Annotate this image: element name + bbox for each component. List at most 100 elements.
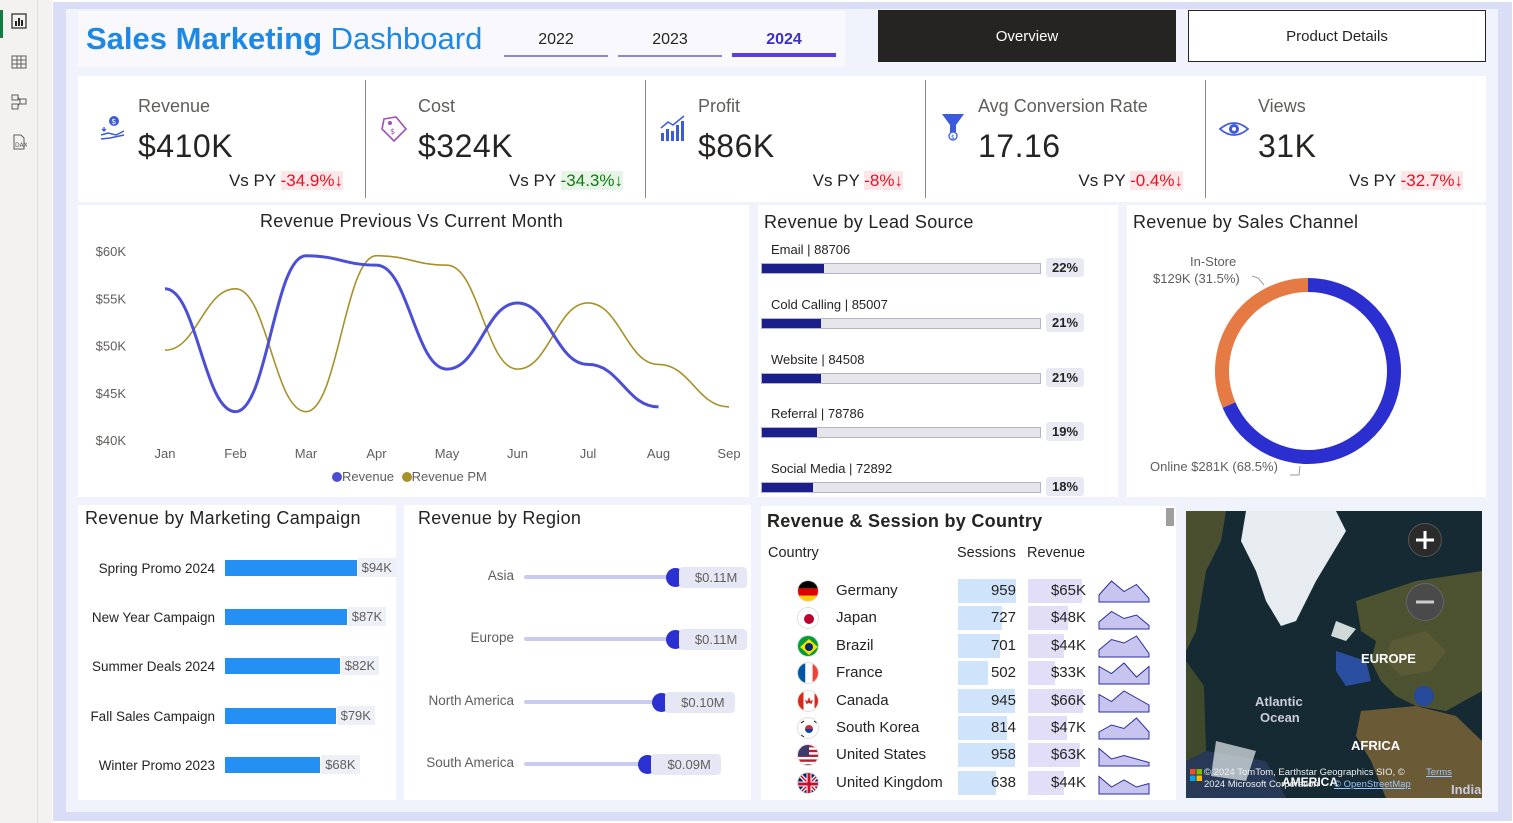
campaign-bar[interactable] [225, 560, 357, 576]
region-value: $0.11M [678, 629, 748, 651]
kpi-delta: -8%↓ [864, 171, 903, 190]
campaign-label: Fall Sales Campaign [90, 708, 215, 724]
y-tick-label: $40K [96, 433, 127, 448]
campaign-label: Spring Promo 2024 [98, 561, 215, 576]
kpi-label: Profit [698, 96, 741, 116]
lead-source-track[interactable] [761, 427, 1041, 439]
table-scrollbar[interactable] [1166, 508, 1174, 526]
donut-slice-instore[interactable] [1215, 278, 1309, 408]
kpi-label: Avg Conversion Rate [978, 96, 1148, 116]
page-title: Sales Marketing Dashboard [86, 21, 483, 56]
legend-label-revenue: Revenue [342, 469, 395, 484]
lead-source-bar[interactable] [762, 373, 821, 383]
map-osm-link[interactable]: © OpenStreetMap [1334, 779, 1411, 790]
lead-source-bar[interactable] [762, 428, 817, 438]
kpi-divider [925, 80, 926, 198]
region-title: Revenue by Region [418, 508, 582, 528]
kpi-vs-label: Vs PY [1078, 171, 1131, 190]
lead-source-bar[interactable] [762, 318, 822, 328]
sparkline-area [1098, 689, 1150, 713]
campaign-bar[interactable] [225, 756, 321, 773]
lead-source-percent: 19% [1046, 422, 1085, 442]
zoom-in-button[interactable] [1408, 523, 1442, 557]
map-label-europe: EUROPE [1361, 651, 1416, 666]
year-tab-2022[interactable]: 2022 [504, 31, 608, 49]
x-tick-label: Aug [647, 446, 670, 461]
line-chart-legend: Revenue Revenue PM [332, 469, 487, 484]
series-line-revenue-pm[interactable] [164, 254, 730, 413]
region-track [524, 761, 648, 766]
usa-flag-icon [797, 744, 819, 767]
sparkline-area [1098, 775, 1150, 795]
table-view-icon[interactable] [8, 51, 30, 73]
kpi-label: Revenue [138, 96, 211, 116]
dax-query-icon[interactable]: DAX [8, 131, 30, 153]
campaign-value: $87K [347, 607, 387, 627]
col-header-sessions[interactable]: Sessions [957, 545, 1016, 561]
revenue-value: $47K [1050, 719, 1086, 736]
kpi-delta: -32.7%↓ [1400, 171, 1463, 190]
campaign-bar[interactable] [225, 707, 336, 724]
kpi-vs-label: Vs PY [1348, 171, 1401, 190]
lead-source-bar[interactable] [762, 483, 813, 493]
kpi-value: $86K [698, 128, 775, 164]
growth-chart-icon [658, 113, 690, 145]
revenue-sparkline [1098, 611, 1150, 630]
report-page: Sales Marketing Dashboard 2022 2023 2024… [66, 9, 1498, 812]
report-view-icon[interactable] [8, 10, 30, 32]
region-label: South America [426, 754, 514, 770]
donut-slice-online[interactable] [1222, 278, 1401, 464]
online-label: Online $281K (68.5%) [1150, 459, 1278, 474]
active-view-indicator [0, 10, 3, 38]
sales-channel-donut[interactable] [1127, 205, 1486, 497]
sessions-value: 701 [990, 636, 1016, 654]
year-tab-2023[interactable]: 2023 [618, 31, 722, 49]
zoom-out-button[interactable] [1406, 583, 1444, 621]
sessions-value: 959 [990, 582, 1016, 599]
kpi-vs-previous-year: Vs PY -34.9%↓ [78, 171, 343, 191]
france-flag-icon [797, 662, 819, 685]
kpi-vs-previous-year: Vs PY -0.4%↓ [918, 171, 1183, 191]
country-table-card: Revenue & Session by Country Country Ses… [761, 506, 1176, 800]
money-hand-icon: $ [98, 113, 130, 145]
world-map[interactable]: EUROPE Atlantic Ocean AFRICA India AMERI… [1186, 511, 1482, 798]
kpi-delta: -34.3%↓ [560, 171, 623, 190]
region-label: Europe [470, 630, 514, 646]
region-label: North America [428, 692, 514, 708]
x-tick-label: Jun [507, 446, 528, 461]
overview-button-label: Overview [995, 27, 1059, 45]
campaign-bar[interactable] [225, 658, 340, 675]
revenue-data-bar [1028, 661, 1056, 686]
overview-button[interactable]: Overview [878, 10, 1176, 62]
lead-source-track[interactable] [761, 372, 1041, 384]
campaign-value: $68K [321, 754, 360, 774]
eye-icon [1218, 113, 1250, 145]
sessions-data-bar [958, 633, 1001, 658]
lead-source-track[interactable] [761, 482, 1041, 494]
kpi-divider [645, 80, 646, 198]
year-tab-2024[interactable]: 2024 [732, 31, 836, 49]
series-line-revenue[interactable] [164, 254, 659, 414]
map-copyright-2: 2024 Microsoft Corporation [1204, 779, 1319, 790]
legend-label-revenue-pm: Revenue PM [411, 469, 487, 484]
y-tick-label: $55K [96, 291, 127, 306]
col-header-revenue[interactable]: Revenue [1027, 545, 1086, 561]
campaign-bar[interactable] [225, 609, 347, 626]
kpi-vs-previous-year: Vs PY -34.3%↓ [358, 171, 623, 191]
lead-source-track[interactable] [761, 263, 1041, 274]
lead-source-bar[interactable] [762, 264, 824, 273]
map-label-india: India [1451, 782, 1482, 797]
model-view-icon[interactable] [8, 91, 30, 113]
revenue-data-bar [1028, 770, 1065, 795]
lead-source-track[interactable] [761, 317, 1041, 329]
legend-dot-revenue [332, 472, 342, 482]
revenue-line-chart[interactable]: $60K $55K $50K $45K $40K Jan Feb Mar Apr May Jun Ju… [78, 205, 749, 497]
revenue-sparkline [1098, 662, 1150, 685]
sessions-data-bar [958, 606, 1002, 631]
product-details-button[interactable]: Product Details [1188, 10, 1486, 62]
col-header-country[interactable]: Country [768, 545, 819, 561]
sessions-data-bar [958, 743, 1016, 768]
sessions-value: 945 [990, 691, 1016, 709]
map-terms-link[interactable]: Terms [1426, 767, 1452, 778]
microsoft-logo-icon [1190, 768, 1202, 781]
